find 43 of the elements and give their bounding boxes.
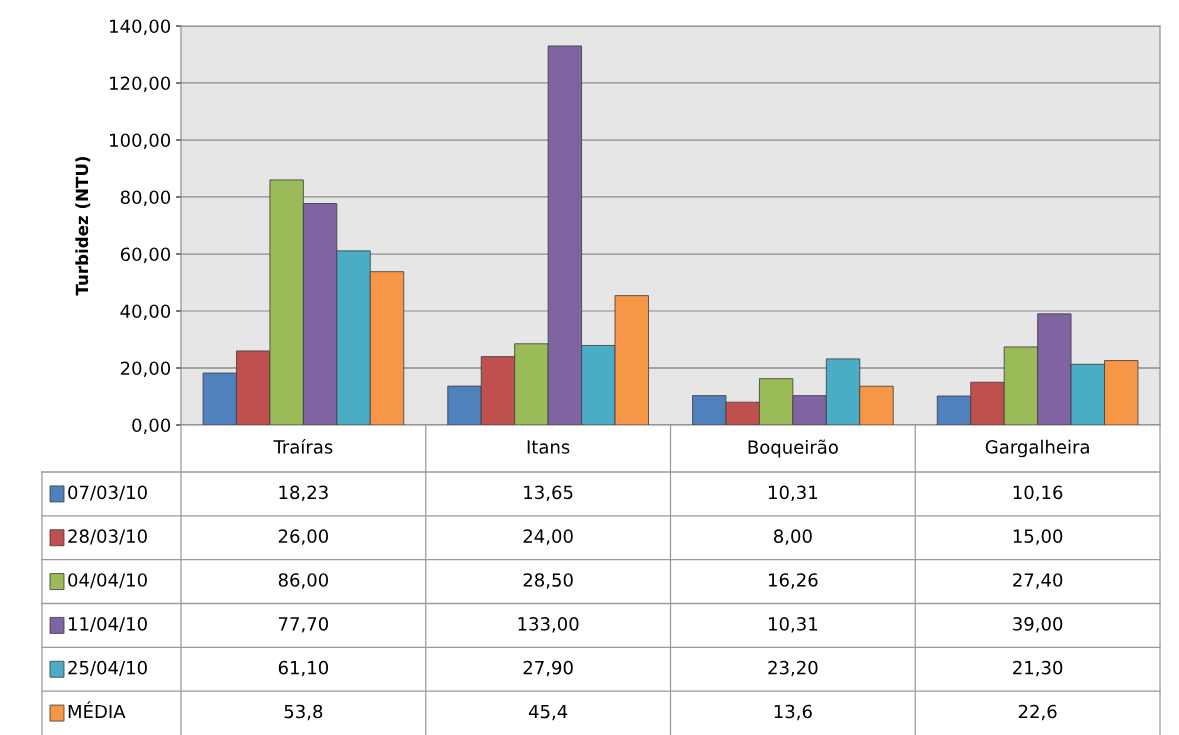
y-tick-label: 140,00 xyxy=(110,19,171,35)
data-label: 77,70 xyxy=(279,617,329,633)
data-label: 10,31 xyxy=(769,617,818,633)
legend-label: 07/03/10 xyxy=(68,485,147,501)
y-tick-label: 80,00 xyxy=(120,190,171,206)
y-tick-label: 60,00 xyxy=(120,247,171,263)
data-label: 8,00 xyxy=(774,529,812,545)
y-tick-label: 0,00 xyxy=(132,418,171,434)
x-tick-label: Itans xyxy=(527,440,570,454)
data-label: 18,23 xyxy=(279,485,328,501)
legend-label: 28/03/10 xyxy=(68,529,147,545)
data-label: 45,4 xyxy=(528,704,568,721)
y-tick-label: 100,00 xyxy=(110,133,171,149)
data-label: 39,00 xyxy=(1013,617,1063,633)
data-label: 10,31 xyxy=(769,485,818,501)
x-tick-label: Traíras xyxy=(273,439,333,454)
data-label: 26,00 xyxy=(278,529,329,545)
data-label: 24,00 xyxy=(523,529,573,545)
data-label: 16,26 xyxy=(769,573,818,589)
data-label: 22,6 xyxy=(1018,704,1057,721)
data-label: 61,10 xyxy=(278,660,329,677)
y-axis-title: Turbidez (NTU) xyxy=(75,156,91,296)
data-label: 86,00 xyxy=(278,573,329,589)
legend-label: MÉDIA xyxy=(68,701,126,719)
legend-label: 11/04/10 xyxy=(68,617,147,633)
data-label: 21,30 xyxy=(1013,660,1063,677)
x-tick-label: Boqueirão xyxy=(748,439,838,458)
y-tick-label: 40,00 xyxy=(120,304,171,320)
y-tick-label: 20,00 xyxy=(120,361,171,377)
y-tick-label: 120,00 xyxy=(110,76,171,92)
data-label: 10,16 xyxy=(1013,485,1063,501)
legend-label: 25/04/10 xyxy=(68,660,147,676)
data-label: 133,00 xyxy=(518,617,579,633)
data-label: 28,50 xyxy=(523,573,573,589)
data-label: 15,00 xyxy=(1013,529,1063,545)
data-label: 13,6 xyxy=(774,704,812,721)
data-label: 13,65 xyxy=(524,485,573,501)
data-label: 27,40 xyxy=(1013,573,1063,589)
data-label: 53,8 xyxy=(284,704,323,721)
data-label: 27,90 xyxy=(523,660,573,677)
data-label: 23,20 xyxy=(768,660,818,677)
legend-label: 04/04/10 xyxy=(68,573,147,589)
x-tick-label: Gargalheira xyxy=(985,439,1089,458)
